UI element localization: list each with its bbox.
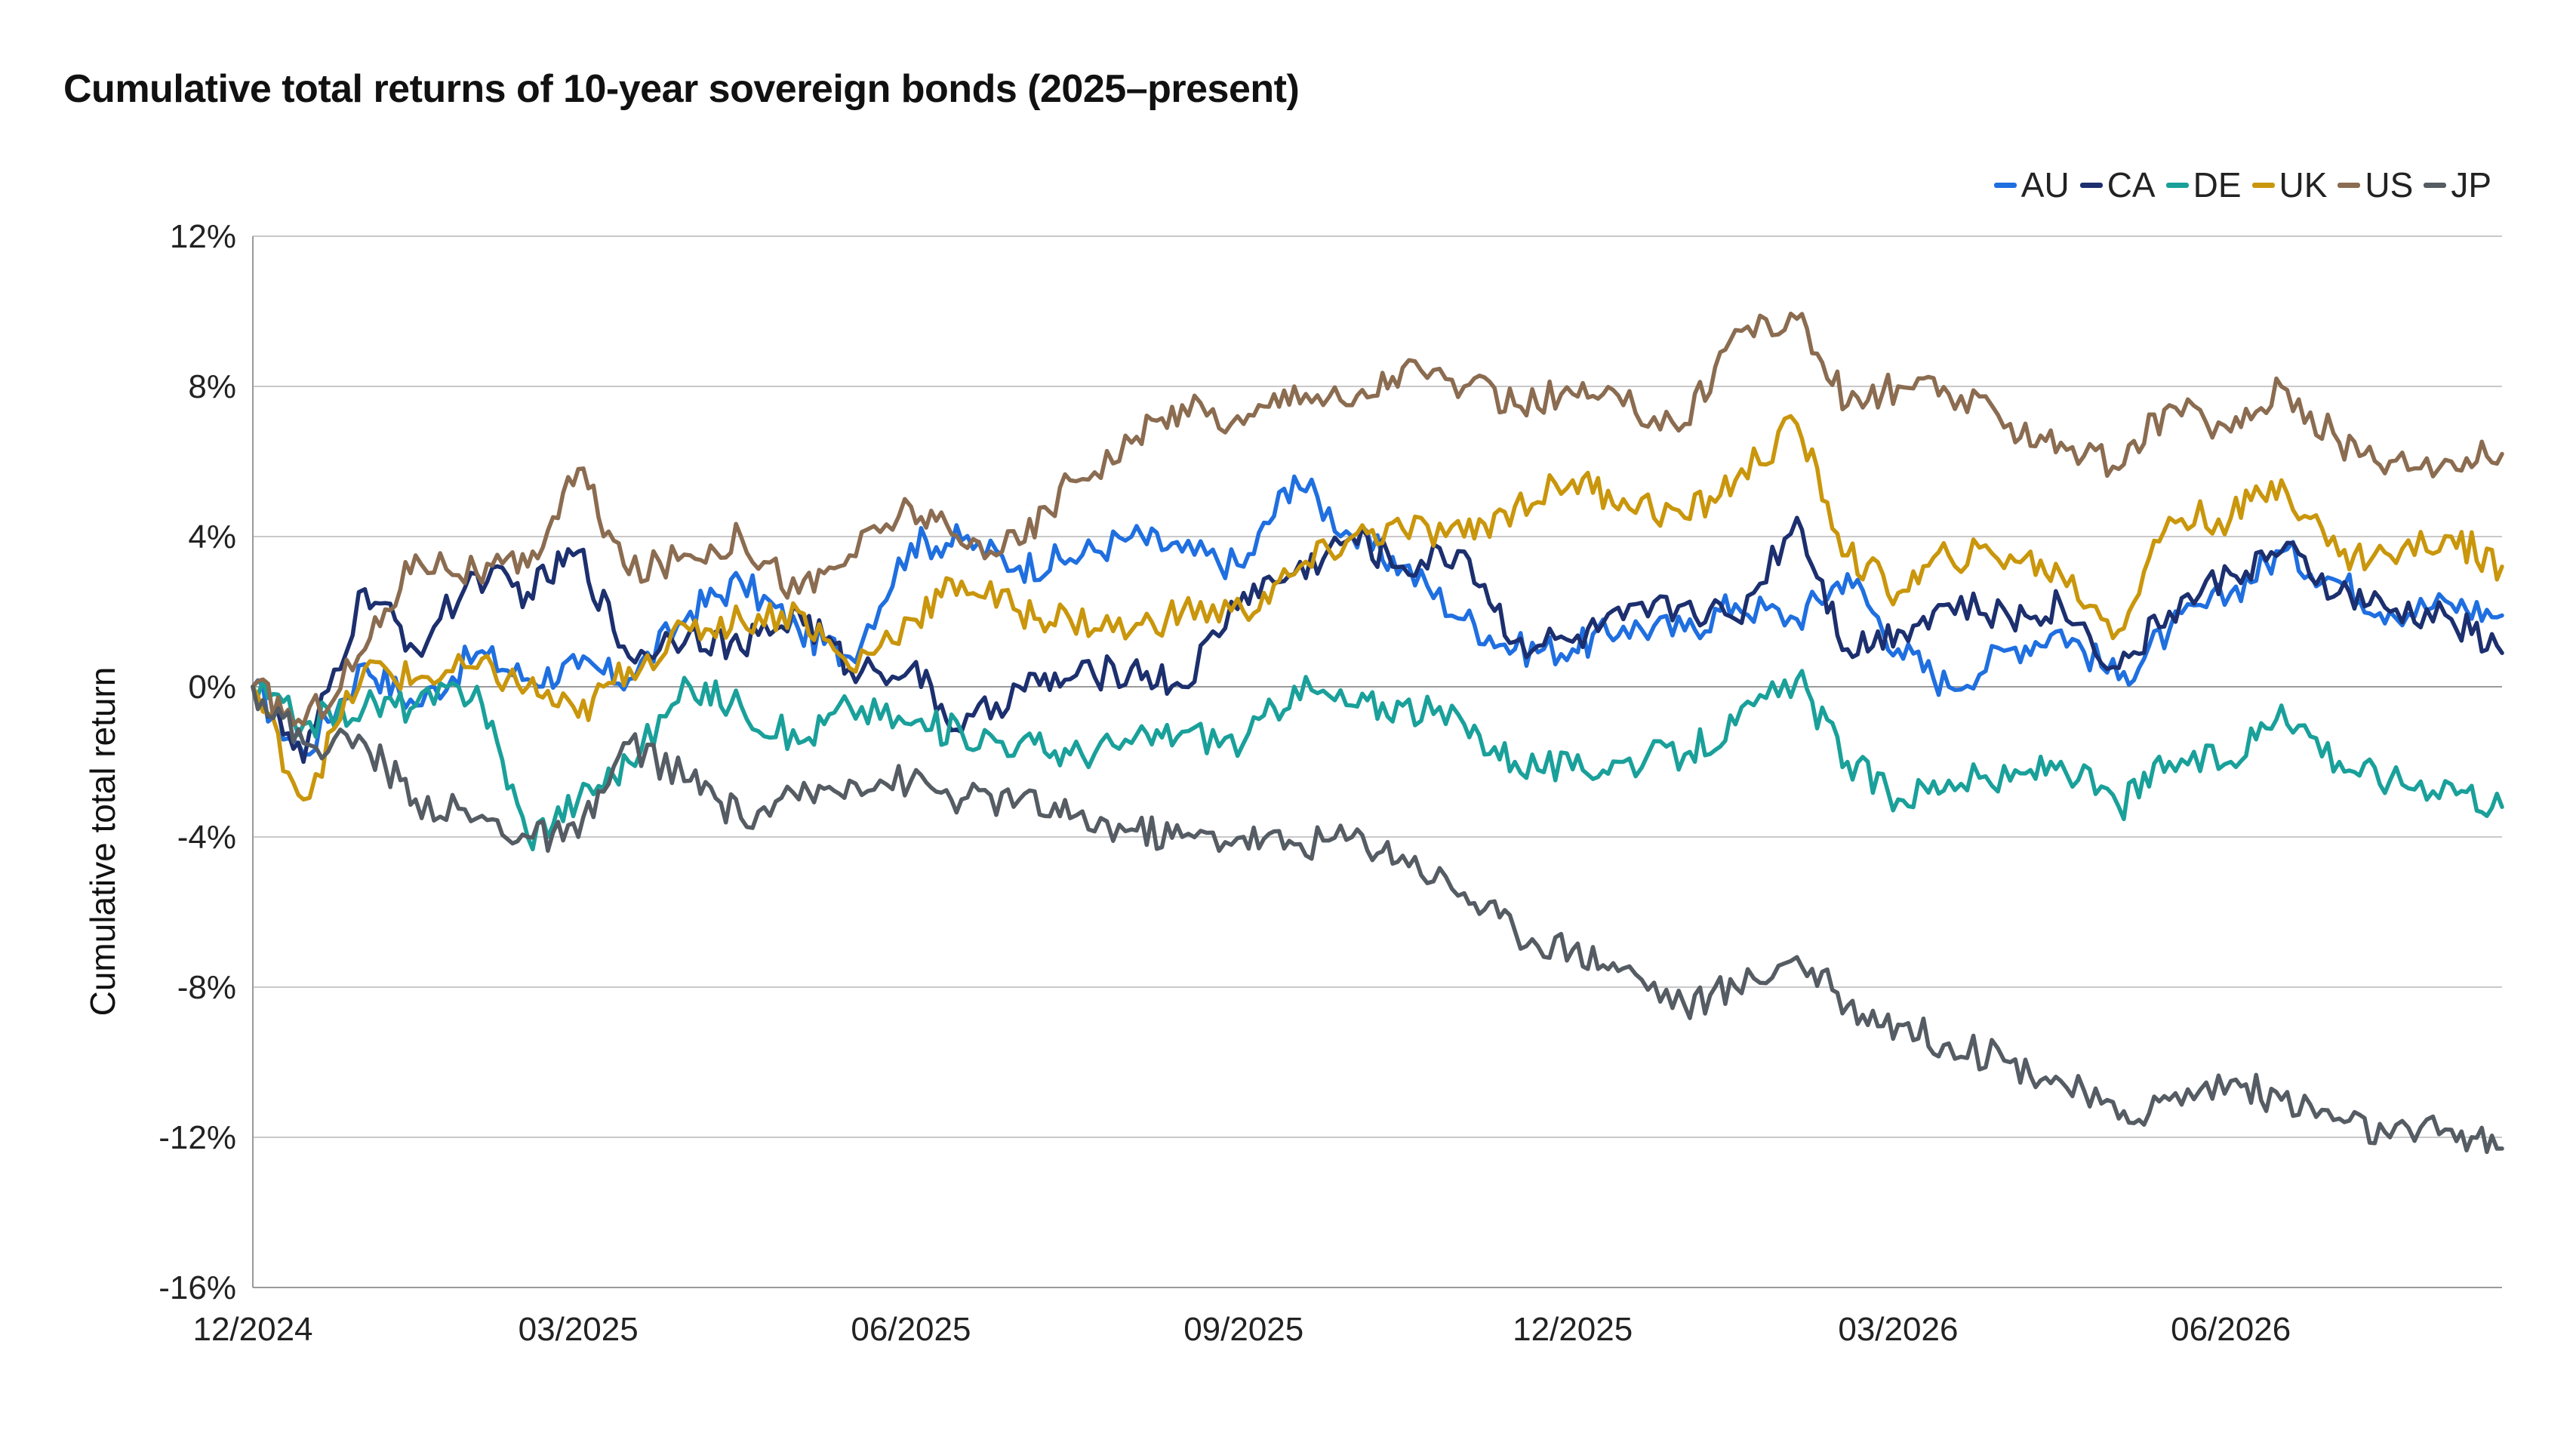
legend-item-us: US	[2337, 165, 2413, 205]
y-tick-label: -8%	[177, 969, 236, 1006]
y-tick-label: 12%	[170, 218, 236, 255]
x-tick-label: 12/2025	[1513, 1311, 1633, 1348]
series-line-de	[251, 669, 2504, 852]
legend-label: AU	[2020, 165, 2070, 205]
y-tick-label: 4%	[188, 518, 236, 555]
series-line-jp	[251, 685, 2504, 1155]
legend-swatch	[2079, 182, 2103, 188]
series-lines	[251, 311, 2504, 1155]
x-tick-label: 06/2025	[851, 1311, 971, 1348]
x-tick-label: 09/2025	[1183, 1311, 1303, 1348]
x-tick-label: 06/2026	[2171, 1311, 2291, 1348]
legend-item-ca: CA	[2079, 165, 2156, 205]
x-tick-label: 03/2025	[519, 1311, 639, 1348]
tick-labels: 12% 8% 4% 0% -4% -8% -12% -16% 12/2024 03/2025 06/…	[158, 218, 2291, 1348]
y-tick-label: -4%	[177, 819, 236, 856]
x-tick-label: 12/2024	[192, 1311, 312, 1348]
legend-item-uk: UK	[2251, 165, 2328, 205]
series-line-au	[251, 474, 2504, 757]
legend-item-au: AU	[1993, 165, 2070, 205]
legend-label: US	[2365, 165, 2414, 205]
legend-label: DE	[2193, 165, 2242, 205]
y-tick-label: 0%	[188, 669, 236, 706]
legend-swatch	[2424, 182, 2447, 188]
legend-swatch	[2337, 182, 2361, 188]
x-tick-label: 03/2026	[1838, 1311, 1958, 1348]
y-axis-label: Cumulative total return	[83, 667, 122, 1017]
legend-item-jp: JP	[2424, 165, 2491, 205]
series-line-uk	[251, 414, 2504, 802]
legend-swatch	[2251, 182, 2275, 188]
series-line-ca	[251, 515, 2504, 764]
legend-label: CA	[2107, 165, 2156, 205]
legend-label: JP	[2451, 165, 2491, 205]
series-line-us	[251, 311, 2504, 728]
y-tick-label: -16%	[158, 1269, 236, 1306]
chart-title: Cumulative total returns of 10-year sove…	[63, 67, 1300, 111]
legend-item-de: DE	[2165, 165, 2242, 205]
legend-swatch	[2165, 182, 2189, 188]
legend-swatch	[1993, 182, 2017, 188]
chart-legend: AU CA DE UK US JP	[1993, 165, 2491, 205]
legend-label: UK	[2279, 165, 2328, 205]
y-tick-label: 8%	[188, 368, 236, 405]
axes	[252, 236, 2502, 1288]
y-tick-label: -12%	[158, 1119, 236, 1156]
